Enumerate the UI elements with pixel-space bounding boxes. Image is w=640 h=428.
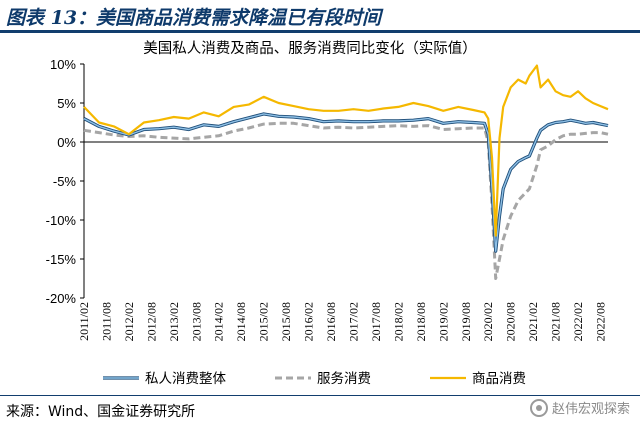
x-tick-label: 2018/02: [391, 302, 405, 341]
series-line-total: [83, 113, 609, 252]
x-tick-label: 2016/08: [324, 302, 338, 341]
series-line-services: [83, 121, 609, 280]
legend-label-total: 私人消费整体: [145, 371, 226, 387]
x-tick-label: 2013/02: [167, 302, 181, 341]
x-tick-label: 2015/08: [279, 302, 293, 341]
x-tick-label: 2021/02: [526, 302, 540, 341]
y-tick-label: 5%: [57, 96, 76, 111]
x-tick-label: 2017/08: [369, 302, 383, 341]
x-tick-label: 2012/02: [122, 302, 136, 341]
x-tick-label: 2020/08: [504, 302, 518, 341]
chart-title: 美国私人消费及商品、服务消费同比变化（实际值）: [143, 40, 477, 57]
x-tick-label: 2017/02: [346, 302, 360, 341]
x-tick-label: 2012/08: [144, 302, 158, 341]
y-tick-label: 0%: [57, 135, 76, 150]
source-note: 来源：Wind、国金证券研究所: [6, 404, 196, 420]
x-tick-label: 2015/02: [257, 302, 271, 341]
watermark-text: 赵伟宏观探索: [551, 402, 630, 417]
x-tick-label: 2014/02: [212, 302, 226, 341]
figure-title: 图表 13：美国商品消费需求降温已有段时间: [6, 7, 382, 29]
top-rule: [0, 30, 640, 33]
legend-label-services: 服务消费: [317, 371, 371, 387]
x-tick-label: 2018/08: [414, 302, 428, 341]
x-tick-label: 2014/08: [234, 302, 248, 341]
x-tick-label: 2022/02: [571, 302, 585, 341]
x-tick-label: 2013/08: [189, 302, 203, 341]
x-tick-label: 2022/08: [594, 302, 608, 341]
y-tick-label: 10%: [50, 57, 76, 72]
y-tick-label: -5%: [53, 174, 77, 189]
wechat-icon: [529, 398, 548, 417]
watermark: 赵伟宏观探索: [529, 398, 630, 417]
figure-header: 图表 13：美国商品消费需求降温已有段时间: [0, 0, 640, 30]
y-tick-label: -10%: [46, 213, 77, 228]
series-line-goods: [83, 64, 609, 237]
x-tick-label: 2020/02: [481, 302, 495, 341]
line-chart: 美国私人消费及商品、服务消费同比变化（实际值） 10% 5% 0% -5% -10% -15…: [46, 40, 609, 387]
x-tick-label: 2019/08: [459, 302, 473, 341]
x-tick-label: 2021/08: [549, 302, 563, 341]
x-tick-label: 2011/08: [99, 302, 113, 341]
bottom-rule: [0, 395, 640, 396]
x-tick-label: 2016/02: [302, 302, 316, 341]
y-tick-label: -20%: [46, 291, 77, 306]
y-tick-label: -15%: [46, 252, 77, 267]
legend-label-goods: 商品消费: [472, 371, 526, 387]
x-tick-label: 2019/02: [436, 302, 450, 341]
series-line-total-outline: [83, 112, 609, 253]
x-tick-label: 2011/02: [77, 302, 91, 341]
